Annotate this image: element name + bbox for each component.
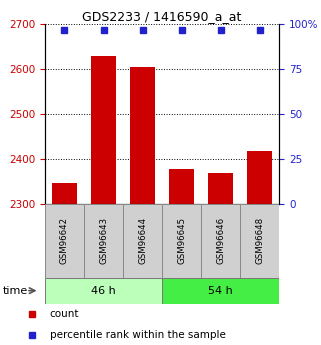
Bar [123,204,162,278]
Text: 46 h: 46 h [91,286,116,296]
Bar [201,204,240,278]
Bar [45,204,84,278]
Bar [91,57,116,204]
Text: time: time [3,286,29,296]
Bar [240,204,279,278]
Bar [247,151,273,204]
Bar [162,278,279,304]
Bar [52,183,77,204]
Title: GDS2233 / 1416590_a_at: GDS2233 / 1416590_a_at [82,10,242,23]
Bar [208,173,233,204]
Text: GSM96645: GSM96645 [177,217,186,264]
Text: GSM96642: GSM96642 [60,217,69,264]
Text: count: count [50,309,79,319]
Bar [84,204,123,278]
Text: GSM96648: GSM96648 [255,217,264,264]
Bar [45,278,162,304]
Bar [162,204,201,278]
Text: GSM96646: GSM96646 [216,217,225,264]
Bar [169,169,194,204]
Text: GSM96643: GSM96643 [99,217,108,264]
Text: GSM96644: GSM96644 [138,217,147,264]
Bar [130,67,155,204]
Text: 54 h: 54 h [208,286,233,296]
Text: percentile rank within the sample: percentile rank within the sample [50,330,226,339]
